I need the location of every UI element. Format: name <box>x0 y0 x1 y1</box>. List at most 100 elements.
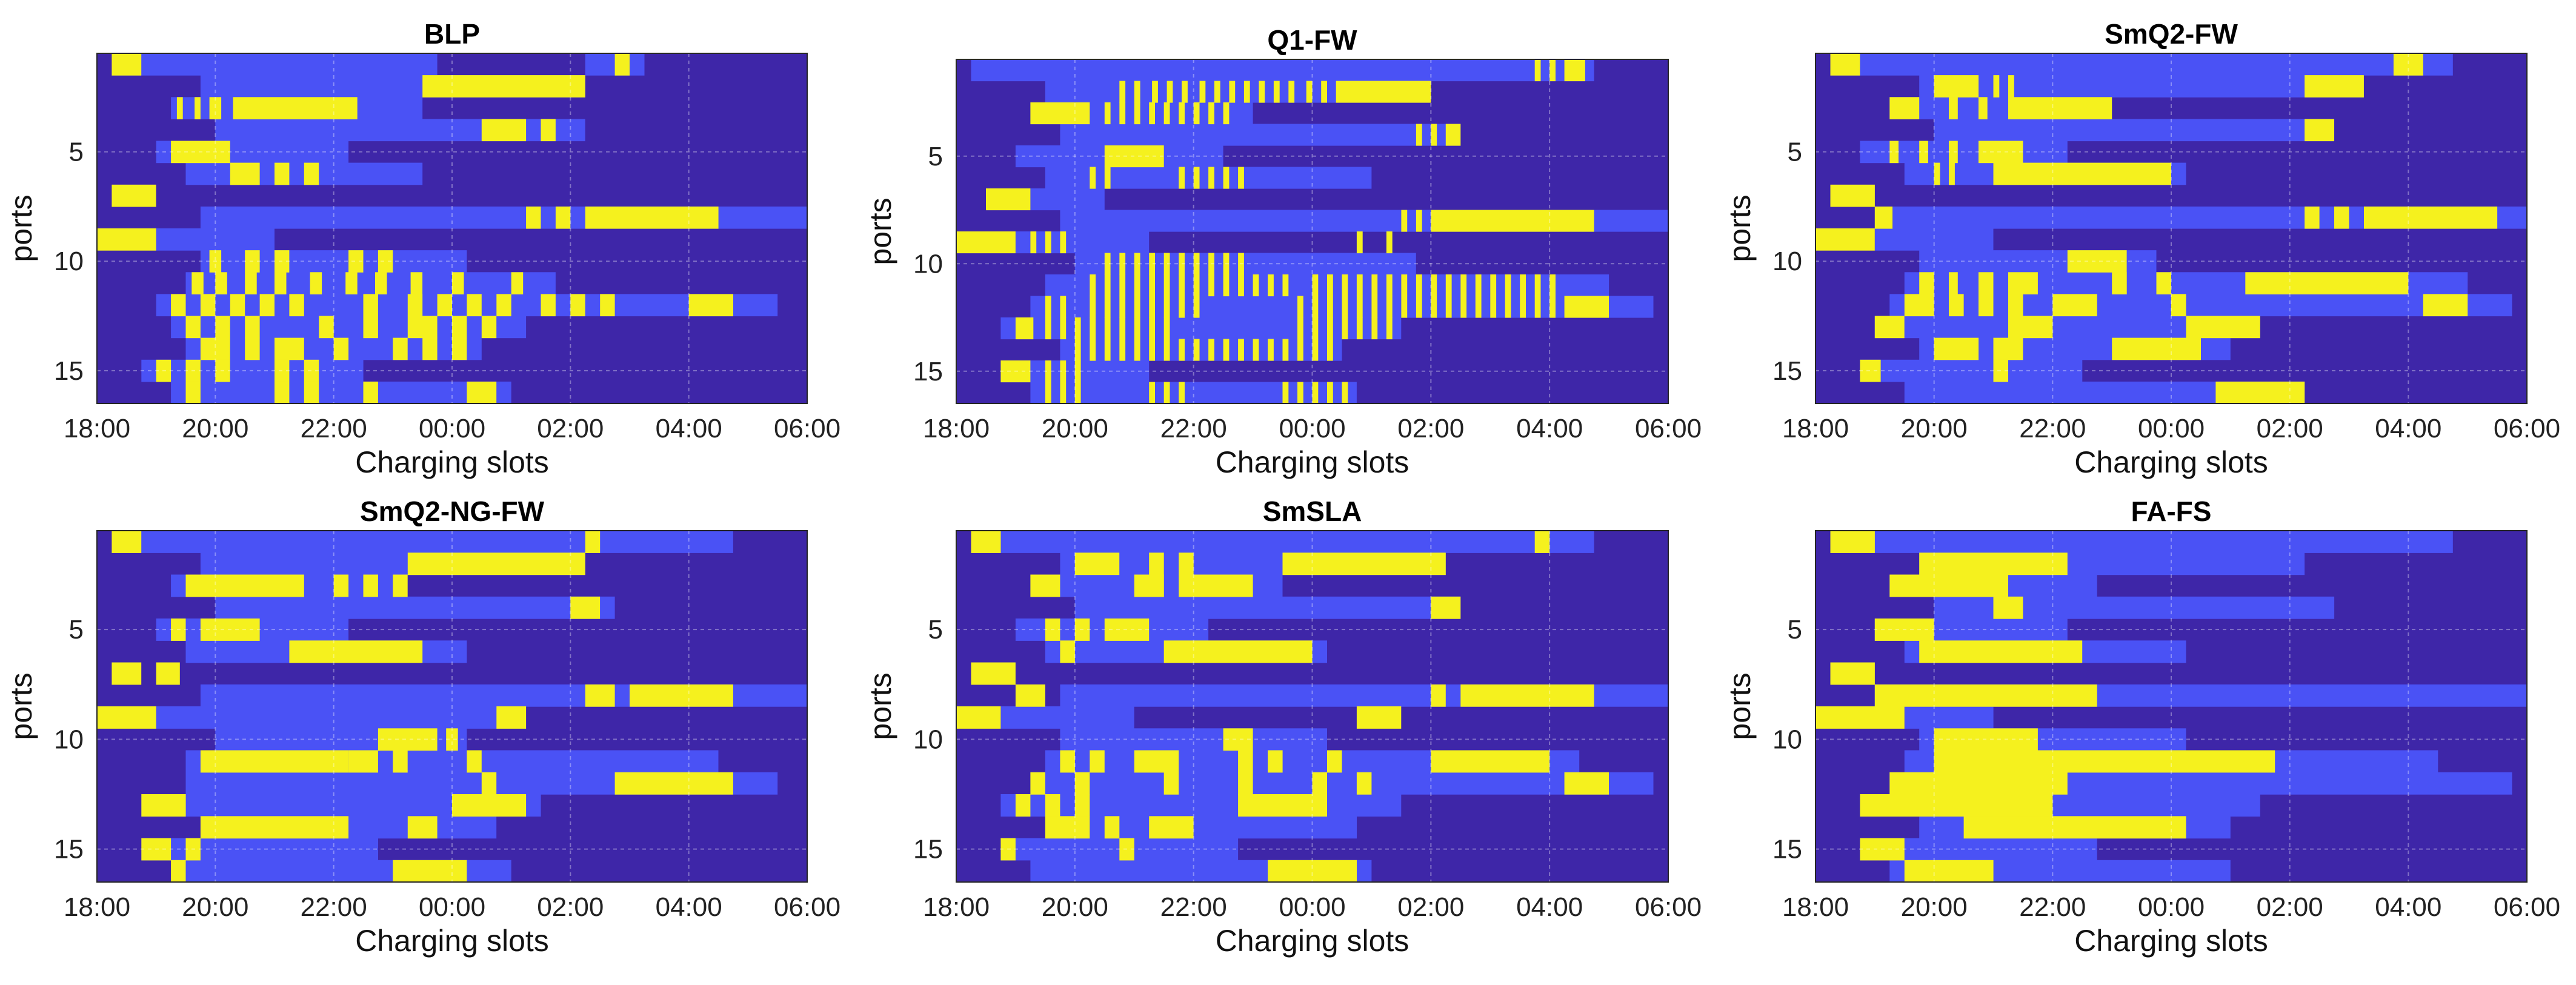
charging-cell <box>437 294 452 317</box>
charging-cell <box>1297 317 1303 340</box>
charging-cell <box>275 359 290 382</box>
plugged-cell <box>1000 706 1134 729</box>
charging-cell <box>1534 59 1541 82</box>
charging-cell <box>1371 274 1378 297</box>
plugged-cell <box>1074 596 1461 619</box>
charging-cell <box>1179 382 1185 404</box>
charging-cell <box>1534 296 1541 318</box>
plugged-cell <box>1030 772 1654 795</box>
charging-cell <box>245 272 257 294</box>
charging-cell <box>1860 794 2053 817</box>
charging-cell <box>1119 317 1126 340</box>
x-tick-label: 22:00 <box>1160 892 1227 922</box>
charging-cell <box>348 750 378 773</box>
charging-cell <box>185 838 201 861</box>
charging-cell <box>1979 97 1988 119</box>
charging-cell <box>410 272 423 294</box>
charging-cell <box>1134 253 1140 275</box>
charging-cell <box>1119 81 1126 103</box>
charging-cell <box>1149 816 1194 839</box>
charging-cell <box>1045 360 1051 383</box>
plot-frame <box>96 53 808 404</box>
charging-cell <box>1074 382 1081 404</box>
charging-cell <box>233 97 358 119</box>
charging-cell <box>585 684 615 707</box>
charging-cell <box>1431 596 1461 619</box>
charging-cell <box>2423 294 2468 317</box>
y-tick-label: 15 <box>1772 356 1802 386</box>
charging-cell <box>2245 272 2409 294</box>
charging-cell <box>1182 81 1188 103</box>
charging-cell <box>1934 728 2038 751</box>
charging-cell <box>1167 81 1173 103</box>
charging-cell <box>1134 274 1140 297</box>
charging-cell <box>1074 794 1090 817</box>
chart-title: Q1-FW <box>1267 24 1357 56</box>
charging-cell <box>1993 337 2023 360</box>
charging-cell <box>467 381 497 404</box>
plugged-cell <box>1074 253 1416 275</box>
charging-cell <box>1564 772 1609 795</box>
charging-cell <box>1342 317 1348 340</box>
x-tick-label: 00:00 <box>1279 892 1345 922</box>
charging-cell <box>1045 382 1051 404</box>
x-tick-label: 18:00 <box>923 414 990 443</box>
charging-cell <box>363 294 378 317</box>
charging-cell <box>200 337 230 360</box>
charging-cell <box>1830 184 1875 207</box>
x-tick-label: 22:00 <box>1160 414 1227 443</box>
charging-cell <box>141 794 186 817</box>
chart-title: FA-FS <box>2131 496 2212 527</box>
charging-cell <box>200 294 216 317</box>
plugged-cell <box>1060 124 1461 146</box>
charging-cell <box>1520 296 1526 318</box>
charging-cell <box>600 294 615 317</box>
charging-cell <box>1431 750 1550 773</box>
chart-panel-5: SmSLA 18:00 20:00 22:00 00:00 02:00 04:00 06:00… <box>864 496 1702 958</box>
charging-cell <box>1549 274 1556 297</box>
plugged-cell <box>1830 53 2453 76</box>
y-tick-label: 5 <box>69 615 84 645</box>
chart-panel-1: BLP 18:00 20:00 22:00 00:00 02:00 04:00 06:00 5 1… <box>4 18 840 479</box>
charging-cell <box>1090 167 1096 189</box>
charging-cell <box>1268 339 1274 361</box>
charging-cell <box>1356 317 1363 340</box>
charging-cell <box>1149 296 1155 318</box>
charging-cell <box>1874 206 1893 229</box>
charging-cell <box>971 662 1016 685</box>
charging-cell <box>1090 274 1096 297</box>
charging-cell <box>1268 750 1283 773</box>
charging-cell <box>176 97 183 119</box>
charging-cell <box>1223 339 1230 361</box>
charging-cell <box>1993 596 2023 619</box>
charging-cell <box>1934 337 1979 360</box>
charging-cell <box>1223 102 1230 125</box>
plot-frame <box>956 59 1669 404</box>
charging-cell <box>1904 294 1934 317</box>
charging-cell <box>511 272 524 294</box>
charging-cell <box>407 816 438 839</box>
charging-cell <box>1104 145 1164 168</box>
x-axis-label: Charging slots <box>2074 924 2268 958</box>
charging-cell <box>1312 382 1319 404</box>
y-tick-label: 5 <box>69 138 84 167</box>
charging-cell <box>1327 750 1342 773</box>
charging-cell <box>200 816 349 839</box>
charging-cell <box>481 119 527 142</box>
x-tick-label: 06:00 <box>2494 414 2560 443</box>
charging-cell <box>1431 124 1437 146</box>
plugged-cell <box>215 596 615 619</box>
charging-cell <box>1134 102 1140 125</box>
charging-cell <box>1505 274 1511 297</box>
charging-cell <box>1949 162 1955 185</box>
y-axis-label: ports <box>4 672 38 740</box>
charging-cell <box>2008 97 2112 119</box>
charging-cell <box>2171 294 2186 317</box>
charging-cell <box>1179 167 1185 189</box>
charging-cell <box>1475 296 1482 318</box>
charging-cell <box>1342 382 1348 404</box>
charging-cell <box>1090 296 1096 318</box>
chart-panel-2: Q1-FW 18:00 20:00 22:00 00:00 02:00 04:00 06:00… <box>864 24 1702 479</box>
x-tick-label: 04:00 <box>1516 892 1583 922</box>
charging-cell <box>1979 141 2023 164</box>
